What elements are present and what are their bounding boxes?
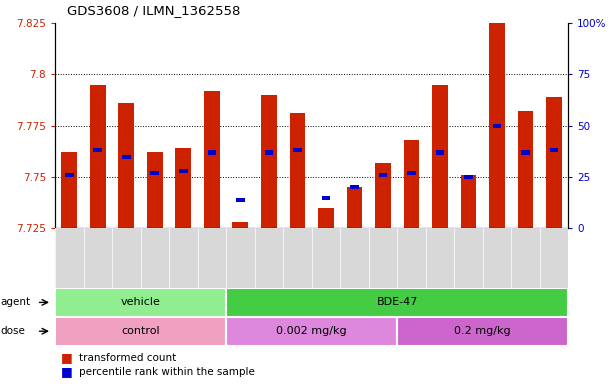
Bar — [65, 173, 73, 177]
Bar — [175, 148, 191, 228]
Bar — [318, 208, 334, 228]
Bar — [122, 154, 131, 159]
Text: ■: ■ — [61, 351, 73, 364]
Text: dose: dose — [1, 326, 26, 336]
Bar — [265, 151, 273, 154]
Bar — [397, 317, 568, 346]
Bar — [350, 185, 359, 189]
Bar — [346, 187, 362, 228]
Bar — [226, 317, 397, 346]
Bar — [293, 148, 302, 152]
Bar — [61, 152, 77, 228]
Bar — [119, 103, 134, 228]
Bar — [518, 111, 533, 228]
Text: GDS3608 / ILMN_1362558: GDS3608 / ILMN_1362558 — [67, 4, 241, 17]
Bar — [379, 173, 387, 177]
Text: vehicle: vehicle — [120, 297, 161, 308]
Bar — [407, 171, 415, 175]
Text: transformed count: transformed count — [79, 353, 177, 363]
Bar — [55, 288, 226, 317]
Bar — [290, 113, 306, 228]
Bar — [93, 148, 102, 152]
Bar — [521, 151, 530, 154]
Text: percentile rank within the sample: percentile rank within the sample — [79, 366, 255, 377]
Bar — [147, 152, 163, 228]
Bar — [90, 85, 106, 228]
Text: control: control — [121, 326, 160, 336]
Bar — [432, 85, 448, 228]
Bar — [261, 95, 277, 228]
Bar — [204, 91, 219, 228]
Bar — [208, 151, 216, 154]
Bar — [236, 198, 244, 202]
Bar — [550, 148, 558, 152]
Bar — [546, 97, 562, 228]
Bar — [321, 195, 330, 200]
Bar — [232, 222, 248, 228]
Bar — [226, 288, 568, 317]
Text: BDE-47: BDE-47 — [376, 297, 418, 308]
Bar — [179, 169, 188, 173]
Bar — [403, 140, 419, 228]
Bar — [150, 171, 159, 175]
Text: agent: agent — [1, 297, 31, 308]
Bar — [489, 23, 505, 228]
Bar — [492, 124, 501, 128]
Text: 0.002 mg/kg: 0.002 mg/kg — [276, 326, 347, 336]
Bar — [464, 175, 473, 179]
Bar — [55, 317, 226, 346]
Text: ■: ■ — [61, 365, 73, 378]
Bar — [436, 151, 444, 154]
Bar — [375, 163, 391, 228]
Bar — [461, 175, 477, 228]
Text: 0.2 mg/kg: 0.2 mg/kg — [455, 326, 511, 336]
